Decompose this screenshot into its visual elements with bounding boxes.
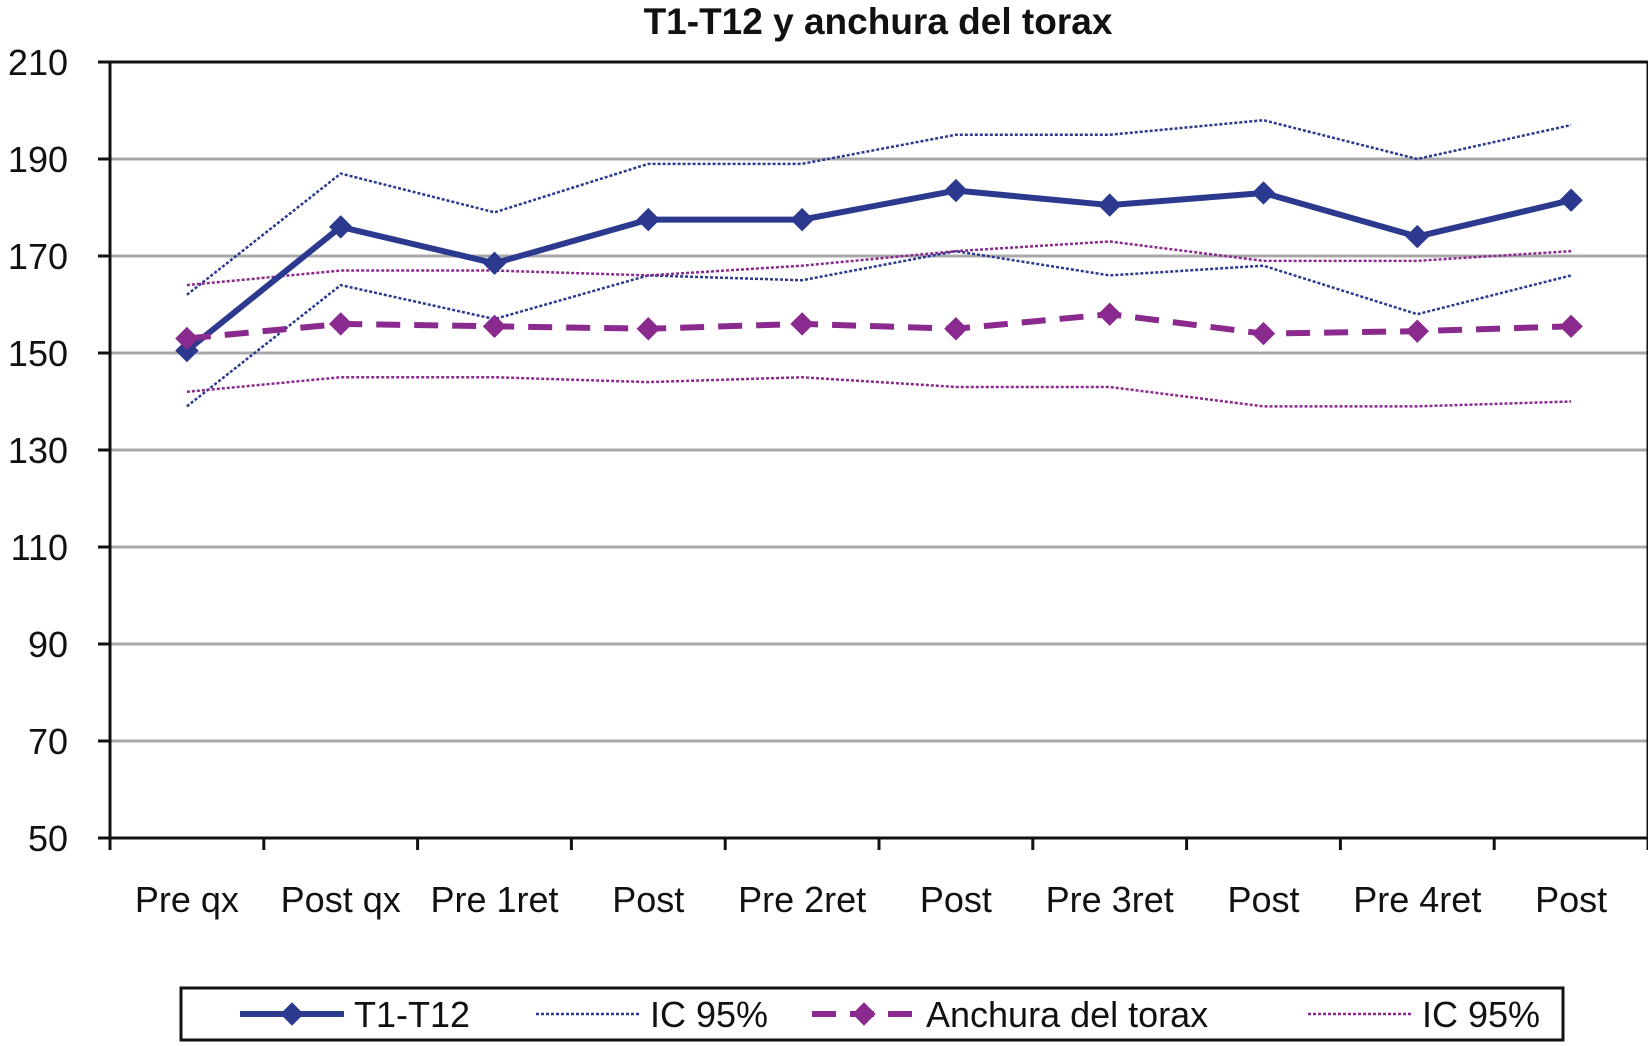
x-tick-label: Post — [1227, 879, 1299, 920]
series-ic-95--2 — [186, 249, 1572, 408]
legend-marker — [852, 1002, 876, 1026]
legend-marker — [280, 1002, 304, 1026]
series-ic-95--1 — [186, 118, 1572, 296]
y-tick-label: 90 — [28, 624, 68, 665]
x-tick-label: Post — [1535, 879, 1607, 920]
series-t1-t12-0-point — [636, 207, 661, 232]
series-t1-t12-0-point — [482, 251, 507, 275]
x-tick-label: Pre qx — [135, 879, 239, 920]
series-t1-t12-0 — [175, 178, 1583, 363]
series-anchura-del-torax-3-point — [1559, 314, 1583, 339]
grid-layer — [110, 157, 1648, 743]
series-anchura-del-torax-3-line — [186, 311, 1572, 342]
x-tick-label: Post qx — [281, 879, 401, 920]
legend-label: Anchura del torax — [926, 994, 1208, 1035]
series-anchura-del-torax-3-point — [636, 317, 661, 341]
y-tick-label: 70 — [28, 721, 68, 762]
x-tick-label: Post — [920, 879, 992, 920]
x-tick-label: Post — [612, 879, 684, 920]
y-tick-label: 50 — [28, 818, 68, 859]
x-tick-label: Pre 2ret — [738, 879, 866, 920]
series-t1-t12-0-point — [328, 215, 353, 239]
y-tick-label: 150 — [8, 333, 68, 374]
series-t1-t12-0-point — [790, 207, 814, 232]
chart-title: T1-T12 y anchura del torax — [644, 1, 1113, 42]
series-anchura-del-torax-3-point — [175, 326, 199, 351]
series-anchura-del-torax-3-point — [328, 312, 353, 336]
series-ic-95--5-line — [186, 376, 1572, 408]
series-anchura-del-torax-3-point — [1405, 319, 1430, 343]
legend-label: T1-T12 — [354, 994, 470, 1035]
y-tick-label: 210 — [8, 42, 68, 83]
series-anchura-del-torax-3-point — [790, 312, 814, 336]
series-ic-95--1-line — [186, 118, 1572, 296]
x-tick-label: Pre 3ret — [1046, 879, 1174, 920]
series-t1-t12-0-point — [1405, 224, 1430, 249]
legend-box — [179, 986, 1565, 1042]
series-t1-t12-0-point — [944, 178, 968, 203]
series-layer — [175, 118, 1583, 408]
series-anchura-del-torax-3 — [175, 302, 1583, 351]
axis-layer: 210 190 170 150 130 110 90 70 50 Pre qx Post qx Pre… — [8, 42, 1648, 920]
series-t1-t12-0-point — [175, 338, 199, 363]
legend: T1-T12 IC 95% Anchura del torax IC 95% — [179, 986, 1565, 1042]
x-tick-label: Pre 4ret — [1353, 879, 1481, 920]
x-tick-label: Pre 1ret — [430, 879, 558, 920]
y-tick-label: 170 — [8, 236, 68, 277]
y-tick-label: 130 — [8, 430, 68, 471]
y-tick-label: 190 — [8, 139, 68, 180]
series-t1-t12-0-point — [1097, 193, 1122, 217]
series-anchura-del-torax-3-point — [944, 317, 968, 341]
series-ic-95--2-line — [186, 249, 1572, 408]
series-t1-t12-0-point — [1251, 181, 1276, 205]
series-anchura-del-torax-3-point — [1251, 321, 1276, 346]
y-tick-label: 110 — [11, 527, 68, 568]
series-ic-95--5 — [186, 376, 1572, 408]
legend-label: IC 95% — [650, 994, 768, 1035]
series-anchura-del-torax-3-point — [482, 314, 507, 339]
legend-label: IC 95% — [1422, 994, 1540, 1035]
series-ic-95--4 — [186, 240, 1572, 287]
series-t1-t12-0-line — [185, 187, 1572, 353]
series-ic-95--4-line — [186, 240, 1572, 287]
series-t1-t12-0-point — [1559, 188, 1583, 212]
series-anchura-del-torax-3-point — [1097, 302, 1122, 326]
